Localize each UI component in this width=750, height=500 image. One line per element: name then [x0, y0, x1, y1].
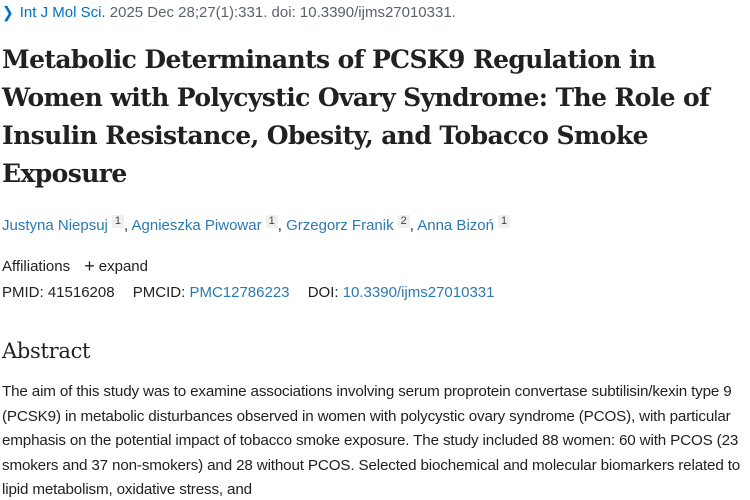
- author-link[interactable]: Anna Bizoń: [417, 217, 494, 234]
- pmcid-link[interactable]: PMC12786223: [189, 284, 290, 301]
- journal-link[interactable]: Int J Mol Sci.: [19, 4, 106, 21]
- expand-label: expand: [98, 258, 148, 275]
- abstract-text: The aim of this study was to examine ass…: [2, 383, 741, 498]
- doi-label: DOI:: [307, 284, 339, 301]
- affiliation-ref[interactable]: 1: [265, 215, 278, 228]
- pmid-label: PMID:: [2, 284, 44, 301]
- pmcid-label: PMCID:: [132, 284, 186, 301]
- affiliations-row: Affiliations + expand: [2, 255, 148, 276]
- citation-details: 2025 Dec 28;27(1):331. doi: 10.3390/ijms…: [105, 4, 456, 21]
- authors-list: Justyna Niepsuj 1, Agnieszka Piwowar 1, Gr…: [2, 215, 511, 234]
- author-link[interactable]: Agnieszka Piwowar: [131, 217, 262, 234]
- author-link[interactable]: Justyna Niepsuj: [2, 217, 108, 234]
- pmid-value: 41516208: [47, 284, 115, 301]
- chevron-right-icon[interactable]: ❯: [2, 3, 14, 21]
- identifiers-row: PMID: 41516208 PMCID: PMC12786223 DOI: 1…: [2, 284, 495, 301]
- affiliation-ref[interactable]: 2: [397, 215, 410, 228]
- expand-affiliations-button[interactable]: + expand: [84, 256, 148, 276]
- plus-icon: +: [84, 256, 95, 276]
- article-title: Metabolic Determinants of PCSK9 Regulati…: [2, 45, 710, 188]
- doi-link[interactable]: 10.3390/ijms27010331: [342, 284, 495, 301]
- citation-line: ❯ Int J Mol Sci. 2025 Dec 28;27(1):331. d…: [2, 3, 456, 21]
- abstract-heading: Abstract: [2, 339, 91, 363]
- affiliation-ref[interactable]: 1: [111, 215, 125, 228]
- author-link[interactable]: Grzegorz Franik: [286, 217, 394, 234]
- affiliations-label: Affiliations: [2, 258, 71, 275]
- affiliation-ref[interactable]: 1: [497, 215, 511, 228]
